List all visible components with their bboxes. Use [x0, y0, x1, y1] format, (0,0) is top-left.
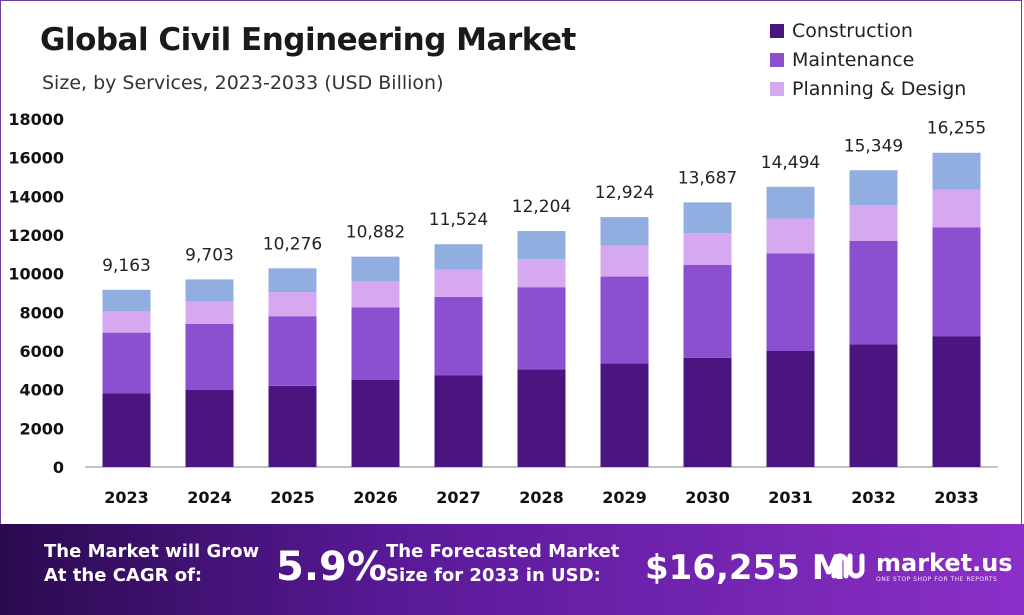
- bar-segment-maintenance: [766, 253, 815, 351]
- legend-item-planning-design: Planning & Design: [770, 74, 966, 103]
- total-data-label: 9,703: [185, 245, 234, 265]
- y-tick-label: 2000: [19, 419, 64, 438]
- legend-item-construction: Construction: [770, 16, 966, 45]
- y-tick-label: 8000: [19, 303, 64, 322]
- x-tick-label: 2024: [187, 488, 232, 507]
- x-tick-label: 2033: [934, 488, 979, 507]
- chart-subtitle: Size, by Services, 2023-2033 (USD Billio…: [42, 72, 444, 94]
- legend-swatch-maintenance: [770, 52, 784, 67]
- legend-label: Maintenance: [792, 48, 915, 71]
- bar-segment-top: [600, 217, 649, 246]
- footer-banner: The Market will Grow At the CAGR of: 5.9…: [0, 524, 1024, 615]
- bar-segment-maintenance: [351, 307, 400, 380]
- y-tick-label: 4000: [19, 381, 64, 400]
- stacked-bar-chart: 0 2000 4000 6000 8000 10000 12000 14000 16000 180…: [8, 110, 998, 507]
- bar-segment-top: [932, 152, 981, 190]
- logo-tagline: ONE STOP SHOP FOR THE REPORTS: [876, 575, 998, 583]
- bar-segment-planning-design: [932, 189, 981, 228]
- x-tick-label: 2026: [353, 488, 398, 507]
- x-tick-label: 2032: [851, 488, 896, 507]
- bar-segment-maintenance: [932, 227, 981, 337]
- bar-segment-maintenance: [683, 264, 732, 358]
- bar-segment-maintenance: [600, 276, 649, 364]
- x-tick-label: 2030: [685, 488, 730, 507]
- bar-segment-construction: [849, 344, 898, 467]
- bar-segment-top: [434, 244, 483, 270]
- bar-segment-planning-design: [102, 311, 151, 333]
- bar-segment-construction: [932, 336, 981, 467]
- forecast-label: The Forecasted Market Size for 2033 in U…: [386, 541, 620, 586]
- y-tick-label: 16000: [8, 149, 64, 168]
- y-tick-label: 12000: [8, 226, 64, 245]
- x-tick-label: 2027: [436, 488, 481, 507]
- bar-segment-top: [683, 202, 732, 234]
- bar-segment-planning-design: [849, 205, 898, 241]
- bar-segment-construction: [102, 393, 151, 467]
- bar-segment-planning-design: [185, 301, 234, 324]
- bar-segment-top: [351, 256, 400, 282]
- bar-segment-top: [517, 231, 566, 260]
- bar-segment-planning-design: [434, 269, 483, 297]
- total-data-label: 14,494: [761, 153, 820, 173]
- bar-segment-maintenance: [102, 332, 151, 394]
- bar-segment-top: [268, 268, 317, 293]
- logo-icon: [831, 553, 865, 579]
- total-data-label: 15,349: [844, 136, 903, 156]
- bar-segment-planning-design: [268, 292, 317, 317]
- x-tick-label: 2029: [602, 488, 647, 507]
- total-data-label: 9,163: [102, 256, 151, 276]
- x-tick-label: 2028: [519, 488, 564, 507]
- bar-segment-maintenance: [185, 323, 234, 390]
- bar-segment-construction: [185, 389, 234, 467]
- bar-segment-construction: [434, 375, 483, 467]
- bar-segment-planning-design: [351, 281, 400, 308]
- bar-segment-maintenance: [517, 287, 566, 370]
- bar-segment-planning-design: [600, 245, 649, 277]
- chart-title: Global Civil Engineering Market: [40, 22, 576, 58]
- bar-segment-maintenance: [849, 240, 898, 345]
- y-tick-label: 6000: [19, 342, 64, 361]
- logo-name: market.us: [876, 548, 1013, 577]
- cagr-value: 5.9%: [276, 544, 387, 590]
- chart-legend: Construction Maintenance Planning & Desi…: [770, 16, 966, 103]
- bar-segment-construction: [351, 380, 400, 467]
- y-tick-label: 18000: [8, 110, 64, 129]
- forecast-value: $16,255 M: [645, 548, 846, 588]
- legend-item-maintenance: Maintenance: [770, 45, 966, 74]
- total-data-label: 10,276: [263, 234, 322, 254]
- bar-segment-maintenance: [268, 316, 317, 386]
- legend-label: Planning & Design: [792, 77, 967, 100]
- x-tick-label: 2023: [104, 488, 149, 507]
- y-tick-label: 0: [53, 458, 64, 477]
- legend-swatch-planning-design: [770, 81, 784, 96]
- total-data-label: 16,255: [927, 119, 986, 139]
- y-tick-label: 10000: [8, 265, 64, 284]
- bar-segment-construction: [766, 351, 815, 467]
- market-us-logo: market.us ONE STOP SHOP FOR THE REPORTS: [828, 546, 1013, 586]
- bar-segment-planning-design: [766, 218, 815, 254]
- total-data-label: 10,882: [346, 223, 405, 243]
- total-data-label: 11,524: [429, 210, 488, 230]
- x-tick-label: 2031: [768, 488, 813, 507]
- bar-segment-top: [185, 279, 234, 302]
- bar-segment-top: [849, 170, 898, 206]
- bar-segment-construction: [600, 363, 649, 467]
- bar-segment-construction: [268, 385, 317, 467]
- bar-segment-construction: [517, 369, 566, 467]
- cagr-label: The Market will Grow At the CAGR of:: [44, 541, 260, 586]
- total-data-label: 12,924: [595, 183, 654, 203]
- bar-segment-planning-design: [517, 259, 566, 288]
- bar-segment-planning-design: [683, 233, 732, 265]
- x-tick-label: 2025: [270, 488, 315, 507]
- bar-segment-top: [766, 186, 815, 219]
- legend-swatch-construction: [770, 23, 784, 38]
- y-tick-label: 14000: [8, 187, 64, 206]
- total-data-label: 12,204: [512, 197, 571, 217]
- bar-segment-construction: [683, 357, 732, 467]
- bar-segment-top: [102, 289, 151, 312]
- legend-label: Construction: [792, 19, 913, 42]
- bar-segment-maintenance: [434, 296, 483, 376]
- total-data-label: 13,687: [678, 168, 737, 188]
